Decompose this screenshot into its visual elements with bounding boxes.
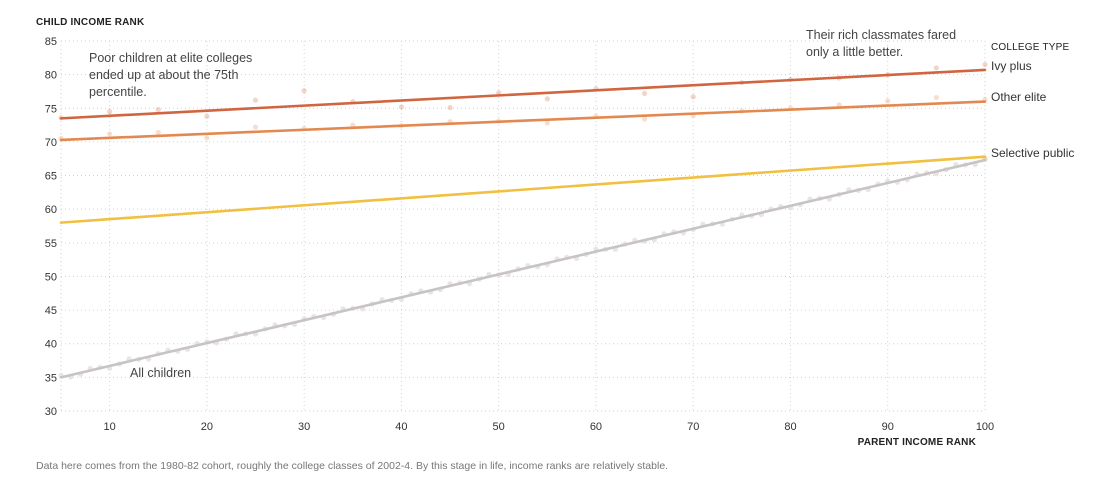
- x-tick-label: 100: [976, 421, 994, 433]
- data-point-ivy-plus: [398, 104, 405, 110]
- x-tick-label: 30: [298, 421, 310, 433]
- x-tick-label: 40: [395, 421, 407, 433]
- y-tick-label: 55: [45, 238, 57, 250]
- x-tick-label: 50: [493, 421, 505, 433]
- grid: [60, 40, 986, 412]
- annotation-line-3: percentile.: [89, 85, 147, 99]
- data-point-other-elite: [107, 131, 113, 137]
- y-tick-label: 80: [45, 70, 57, 82]
- data-point-ivy-plus: [933, 65, 939, 71]
- data-point-other-elite: [641, 116, 648, 122]
- x-tick-label: 20: [201, 421, 213, 433]
- y-tick-label: 50: [45, 271, 57, 283]
- x-tick-label: 90: [882, 421, 894, 433]
- annotation-poor-children: Poor children at elite colleges ended up…: [89, 51, 252, 99]
- data-point-other-elite: [155, 129, 161, 136]
- y-tick-label: 75: [45, 103, 57, 115]
- y-tick-label: 35: [45, 372, 57, 384]
- series-label-all-children: All children: [130, 366, 191, 380]
- annotation-line-2: ended up at about the 75th: [89, 68, 238, 82]
- x-tick-label: 80: [784, 421, 796, 433]
- data-point-other-elite: [933, 94, 939, 101]
- data-point-other-elite: [350, 122, 356, 128]
- series-label-ivy-plus: Ivy plus: [991, 59, 1032, 73]
- x-tick-labels: 10 20 30 40 50 60 70 80 90 100: [104, 421, 995, 433]
- data-point-ivy-plus: [982, 61, 988, 68]
- data-point-ivy-plus: [155, 107, 161, 113]
- legend-title: COLLEGE TYPE: [991, 42, 1069, 53]
- series-label-selective-public: Selective public: [991, 146, 1074, 160]
- y-tick-label: 60: [45, 204, 57, 216]
- annotation-line-2: only a little better.: [806, 45, 903, 59]
- y-tick-label: 85: [45, 36, 57, 48]
- data-point-ivy-plus: [641, 90, 648, 97]
- data-point-ivy-plus: [204, 113, 210, 119]
- series-line-selective-public: [59, 155, 987, 224]
- data-point-ivy-plus: [690, 94, 696, 100]
- y-tick-label: 45: [45, 305, 57, 317]
- trend-lines: [59, 68, 987, 379]
- series-line-all-children: [59, 158, 987, 379]
- x-tick-label: 60: [590, 421, 602, 433]
- series-line-other-elite: [59, 100, 987, 142]
- y-tick-labels: 30 35 40 45 50 55 60 65 70 75 80 85: [45, 36, 57, 418]
- data-point-ivy-plus: [252, 97, 259, 103]
- y-tick-label: 30: [45, 406, 57, 418]
- series-line-ivy-plus: [59, 68, 987, 120]
- y-tick-label: 65: [45, 171, 57, 183]
- annotation-line-1: Poor children at elite colleges: [89, 51, 252, 65]
- y-tick-label: 40: [45, 339, 57, 351]
- annotation-rich-classmates: Their rich classmates fared only a littl…: [806, 28, 956, 59]
- y-tick-label: 70: [45, 137, 57, 149]
- footnote: Data here comes from the 1980-82 cohort,…: [36, 460, 668, 472]
- y-axis-title: CHILD INCOME RANK: [36, 17, 145, 28]
- data-point-other-elite: [252, 124, 259, 130]
- data-point-other-elite: [544, 120, 550, 126]
- data-point-ivy-plus: [447, 105, 453, 111]
- data-point-other-elite: [204, 135, 210, 141]
- data-point-ivy-plus: [544, 96, 550, 102]
- data-point-other-elite: [885, 98, 891, 104]
- x-tick-label: 10: [104, 421, 116, 433]
- data-point-other-elite: [836, 102, 842, 108]
- annotation-line-1: Their rich classmates fared: [806, 28, 956, 42]
- scatter-points: [58, 61, 988, 380]
- x-tick-label: 70: [687, 421, 699, 433]
- data-point-ivy-plus: [301, 88, 307, 94]
- x-axis-title: PARENT INCOME RANK: [858, 437, 977, 448]
- data-point-ivy-plus: [107, 109, 113, 115]
- series-label-other-elite: Other elite: [991, 90, 1047, 104]
